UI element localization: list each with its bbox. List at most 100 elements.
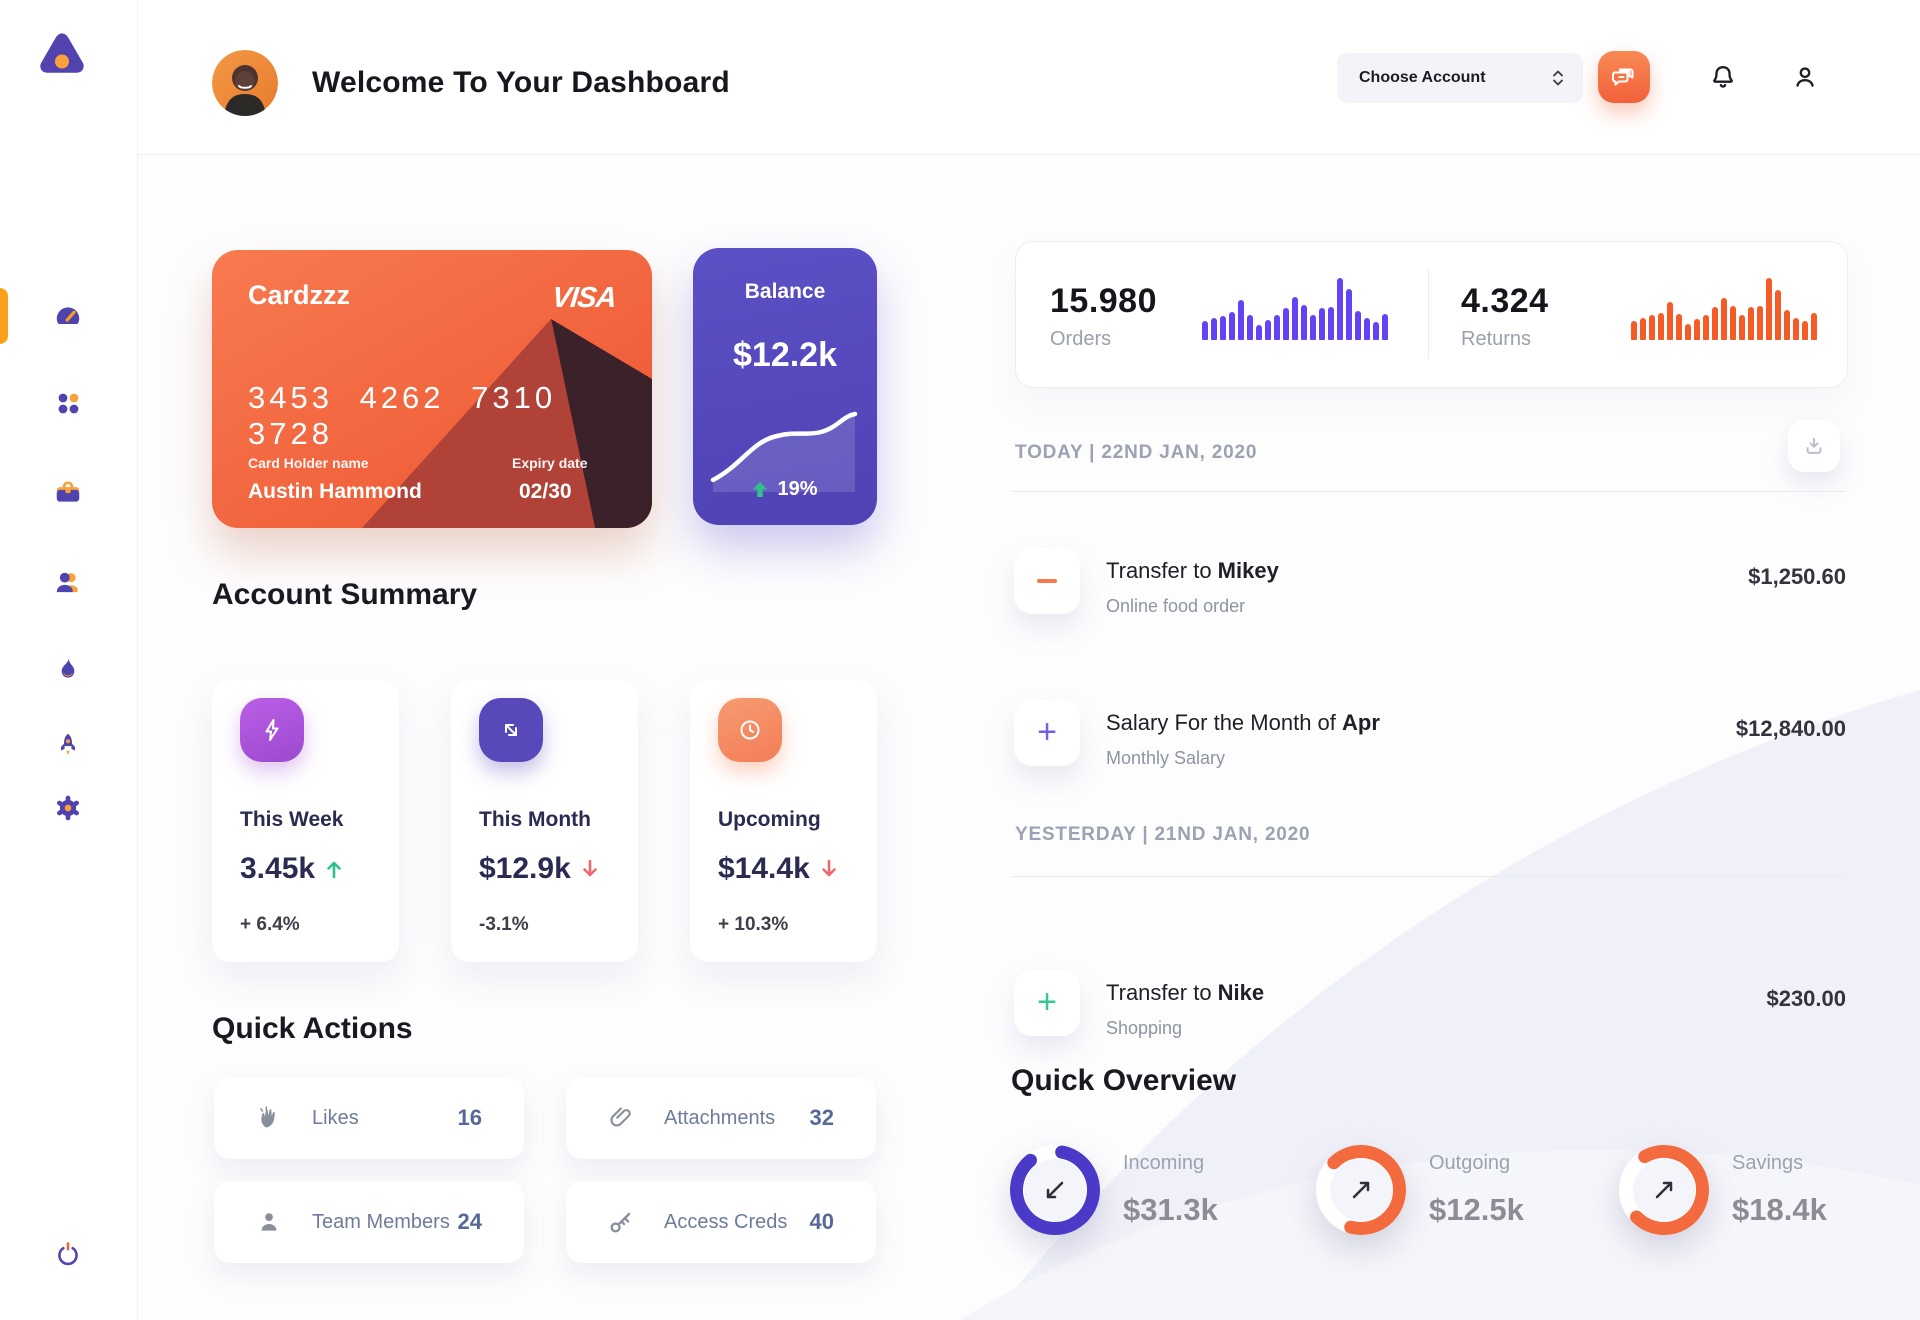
returns-bar-chart [1631,276,1831,340]
summary-card-this-week[interactable]: This Week 3.45k + 6.4% [212,680,399,962]
credit-card-triangles [362,319,652,528]
outgoing-ring [1311,1140,1411,1240]
page-title: Welcome To Your Dashboard [312,66,730,99]
transaction-row[interactable]: + Transfer to Nike Shopping $230.00 [1012,970,1846,1042]
briefcase-icon [56,481,80,502]
sidebar-item-team[interactable] [0,555,136,611]
date-group-yesterday: YESTERDAY | 21ND JAN, 2020 [1015,824,1311,845]
quick-action-attachments[interactable]: Attachments 32 [566,1077,876,1159]
date-group-today: TODAY | 22ND JAN, 2020 [1015,442,1258,463]
app-logo[interactable] [33,27,91,81]
diagonal-arrows-icon [505,724,517,736]
key-icon [610,1212,631,1233]
incoming-label: Incoming [1123,1152,1205,1174]
gear-icon [57,795,79,821]
clock-icon [740,720,760,740]
triangle-logo-icon [40,33,84,73]
balance-value: $12.2k [733,336,837,374]
summary-card-upcoming[interactable]: Upcoming $14.4k + 10.3% [690,680,877,962]
notifications-button[interactable] [1708,62,1738,92]
transaction-type-badge: + [1014,970,1080,1036]
transaction-subtitle: Online food order [1106,596,1246,616]
credit-card-number: 3453 4262 7310 3728 [248,380,557,451]
outgoing-value: $12.5k [1429,1192,1524,1227]
savings-value: $18.4k [1732,1192,1827,1227]
quick-action-count: 16 [457,1105,482,1130]
orders-bar-chart [1202,276,1402,340]
incoming-ring [1005,1140,1105,1240]
quick-actions-heading: Quick Actions [212,1012,413,1045]
transaction-amount: $230.00 [1766,986,1846,1011]
quick-action-access-creds[interactable]: Access Creds 40 [566,1181,876,1263]
card-holder-label: Card Holder name [248,455,369,471]
bolt-icon [265,719,279,741]
user-icon [1796,67,1814,87]
quick-overview-heading: Quick Overview [1011,1064,1237,1097]
account-select-dropdown[interactable]: Choose Account [1337,53,1583,103]
account-summary-heading: Account Summary [212,578,478,611]
diagonal-arrows-icon-badge [479,698,543,762]
quick-action-label: Attachments [664,1106,776,1129]
transaction-subtitle: Shopping [1106,1018,1183,1038]
plus-icon: + [1037,982,1057,1021]
rocket-icon [61,733,75,756]
expiry-label: Expiry date [512,455,588,471]
card-holder-name: Austin Hammond [248,480,422,503]
user-avatar[interactable] [212,50,278,116]
transaction-row[interactable]: Transfer to Mikey Online food order $1,2… [1012,548,1846,620]
summary-value: $12.9k [479,852,599,886]
up-arrow-icon [753,481,768,497]
users-icon [56,572,78,593]
transaction-type-badge [1014,548,1080,614]
download-button[interactable] [1788,420,1840,472]
transaction-subtitle: Monthly Salary [1106,748,1226,768]
transaction-title: Salary For the Month of Apr [1106,710,1380,735]
balance-label: Balance [744,280,826,303]
summary-label: This Month [479,808,591,831]
sidebar-item-work[interactable] [0,464,136,520]
trend-down-icon [821,859,836,877]
chevron-updown-icon [1553,70,1563,86]
active-nav-indicator [0,288,8,344]
trend-down-icon [582,859,597,877]
minus-icon [1037,579,1057,583]
summary-percent: + 6.4% [240,914,300,935]
avatar-photo [212,50,278,116]
grid-dots-icon [58,393,79,414]
summary-label: Upcoming [718,808,821,831]
sidebar-item-trending[interactable] [0,640,136,696]
clock-icon-badge [718,698,782,762]
profile-button[interactable] [1790,62,1820,92]
trend-up-icon [327,861,341,879]
speedometer-icon [56,307,80,325]
summary-value: $14.4k [718,852,838,886]
plus-icon: + [1037,712,1057,751]
divider [1012,491,1846,492]
quick-action-team-members[interactable]: Team Members 24 [214,1181,524,1263]
visa-logo: VISA [550,282,618,314]
wave-hand-icon [260,1106,275,1128]
outgoing-label: Outgoing [1429,1152,1511,1174]
credit-card[interactable]: Cardzzz VISA 3453 4262 7310 3728 Card Ho… [212,250,652,528]
transaction-row[interactable]: + Salary For the Month of Apr Monthly Sa… [1012,700,1846,772]
divider [1012,876,1846,877]
logout-button[interactable] [0,1226,136,1282]
savings-ring [1614,1140,1714,1240]
sidebar-item-apps[interactable] [0,375,136,431]
sidebar-item-settings[interactable] [0,780,136,836]
flame-icon [61,656,75,678]
person-icon [261,1213,277,1231]
summary-card-this-month[interactable]: This Month $12.9k -3.1% [451,680,638,962]
transaction-amount: $1,250.60 [1748,564,1846,589]
bolt-icon-badge [240,698,304,762]
quick-action-likes[interactable]: Likes 16 [214,1077,524,1159]
sidebar-item-dashboard[interactable] [0,288,136,344]
account-select-label: Choose Account [1359,69,1486,86]
transaction-amount: $12,840.00 [1735,716,1846,741]
sidebar-item-launch[interactable] [0,717,136,773]
expiry-value: 02/30 [519,480,572,503]
balance-card[interactable]: Balance $12.2k 19% [693,248,877,525]
messages-button[interactable] [1598,51,1650,103]
transaction-title: Transfer to Mikey [1106,558,1279,583]
quick-action-count: 32 [809,1105,834,1130]
